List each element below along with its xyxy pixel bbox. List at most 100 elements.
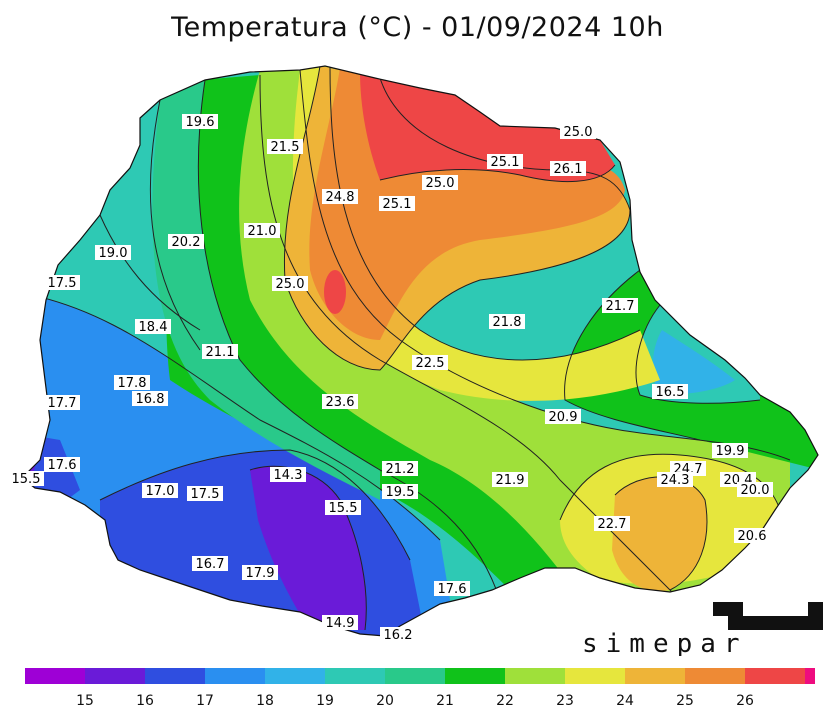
legend-swatch bbox=[265, 668, 325, 684]
isotherm-label: 19.6 bbox=[182, 114, 218, 130]
isotherm-label: 16.5 bbox=[652, 384, 688, 400]
isotherm-label: 20.6 bbox=[734, 528, 770, 544]
isotherm-value: 14.3 bbox=[274, 468, 303, 483]
isotherm-label: 24.8 bbox=[322, 189, 358, 205]
isotherm-value: 25.0 bbox=[564, 125, 593, 140]
isotherm-label: 16.2 bbox=[380, 627, 416, 643]
isotherm-value: 17.0 bbox=[146, 484, 175, 499]
legend-swatch bbox=[565, 668, 625, 684]
isotherm-label: 25.0 bbox=[422, 175, 458, 191]
legend-swatch bbox=[445, 668, 505, 684]
simepar-logo: simepar bbox=[582, 602, 823, 656]
isotherm-label: 24.3 bbox=[657, 472, 693, 488]
isotherm-value: 17.9 bbox=[246, 566, 275, 581]
isotherm-value: 21.0 bbox=[248, 224, 277, 239]
isotherm-value: 15.5 bbox=[12, 472, 41, 487]
isotherm-label: 25.0 bbox=[560, 124, 596, 140]
legend-swatch bbox=[385, 668, 445, 684]
isotherm-lines bbox=[22, 66, 791, 631]
legend-swatch bbox=[85, 668, 145, 684]
isotherm-value: 19.9 bbox=[716, 444, 745, 459]
isotherm-value: 21.1 bbox=[206, 345, 235, 360]
isotherm-label: 22.7 bbox=[594, 516, 630, 532]
isotherm-value: 17.5 bbox=[191, 487, 220, 502]
isotherm-label: 21.1 bbox=[202, 344, 238, 360]
isotherm-label: 16.7 bbox=[192, 556, 228, 572]
isotherm-label: 20.9 bbox=[545, 409, 581, 425]
isotherm-label: 21.5 bbox=[267, 139, 303, 155]
isotherm-label: 23.6 bbox=[322, 394, 358, 410]
isotherm-label: 20.0 bbox=[737, 482, 773, 498]
isotherm-label: 21.7 bbox=[602, 298, 638, 314]
isotherm-value: 21.5 bbox=[271, 140, 300, 155]
isotherm-label: 17.5 bbox=[44, 275, 80, 291]
temperature-map: 19.6 21.5 25.0 25.1 26.1 24.8 25.1 25.0 21.0 20.2… bbox=[8, 65, 819, 643]
legend-swatch bbox=[25, 668, 85, 684]
legend-tick-label: 15 bbox=[76, 693, 94, 709]
legend-swatch bbox=[745, 668, 805, 684]
isotherm-value: 17.7 bbox=[48, 396, 77, 411]
isotherm-value: 21.9 bbox=[496, 473, 525, 488]
isotherm-label: 19.5 bbox=[382, 484, 418, 500]
isotherm-value: 14.9 bbox=[326, 616, 355, 631]
isotherm-label: 18.4 bbox=[135, 319, 171, 335]
isotherm-value: 21.7 bbox=[606, 299, 635, 314]
legend-swatch bbox=[505, 668, 565, 684]
legend-tick-label: 18 bbox=[256, 693, 274, 709]
isotherm-value: 17.6 bbox=[48, 458, 77, 473]
isotherm-label: 14.9 bbox=[322, 615, 358, 631]
color-legend: 15 16 17 18 19 20 21 22 23 24 25 26 bbox=[25, 668, 815, 709]
isotherm-value: 26.1 bbox=[554, 162, 583, 177]
isotherm-value: 19.5 bbox=[386, 485, 415, 500]
brand-wordmark: simepar bbox=[582, 629, 748, 656]
isotherm-value: 17.6 bbox=[438, 582, 467, 597]
legend-tick-label: 26 bbox=[736, 693, 754, 709]
legend-tick-label: 24 bbox=[616, 693, 634, 709]
isotherm-label: 19.9 bbox=[712, 443, 748, 459]
isotherm-label: 21.2 bbox=[382, 461, 418, 477]
legend-tick-label: 21 bbox=[436, 693, 454, 709]
isotherm-value: 25.1 bbox=[383, 197, 412, 212]
isotherm-value: 22.5 bbox=[416, 356, 445, 371]
isotherm-value: 17.5 bbox=[48, 276, 77, 291]
isotherm-value: 20.9 bbox=[549, 410, 578, 425]
legend-ticks: 15 16 17 18 19 20 21 22 23 24 25 26 bbox=[76, 693, 754, 709]
isotherm-value: 16.5 bbox=[656, 385, 685, 400]
isotherm-value: 18.4 bbox=[139, 320, 168, 335]
isotherm-label: 14.3 bbox=[270, 467, 306, 483]
isotherm-label: 22.5 bbox=[412, 355, 448, 371]
isotherm-label: 15.5 bbox=[8, 471, 44, 487]
map-title: Temperatura (°C) - 01/09/2024 10h bbox=[171, 12, 664, 43]
legend-swatch bbox=[625, 668, 685, 684]
legend-tick-label: 20 bbox=[376, 693, 394, 709]
isotherm-value: 17.8 bbox=[118, 376, 147, 391]
legend-tick-label: 23 bbox=[556, 693, 574, 709]
isotherm-label: 17.0 bbox=[142, 483, 178, 499]
legend-bars bbox=[25, 668, 815, 684]
isotherm-value: 16.8 bbox=[136, 392, 165, 407]
isotherm-value: 19.0 bbox=[99, 246, 128, 261]
isotherm-value: 22.7 bbox=[598, 517, 627, 532]
isotherm-label: 17.6 bbox=[434, 581, 470, 597]
isotherm-label: 17.5 bbox=[187, 486, 223, 502]
isotherm-value: 23.6 bbox=[326, 395, 355, 410]
isotherm-label: 21.9 bbox=[492, 472, 528, 488]
isotherm-label: 16.8 bbox=[132, 391, 168, 407]
isotherm-label: 21.0 bbox=[244, 223, 280, 239]
legend-swatch bbox=[145, 668, 205, 684]
temperature-fill bbox=[22, 66, 818, 636]
legend-tick-label: 25 bbox=[676, 693, 694, 709]
isotherm-label: 25.0 bbox=[272, 276, 308, 292]
isotherm-label: 17.6 bbox=[44, 457, 80, 473]
legend-swatch bbox=[805, 668, 815, 684]
isotherm-value: 25.0 bbox=[426, 176, 455, 191]
isotherm-value: 24.3 bbox=[661, 473, 690, 488]
isotherm-value: 19.6 bbox=[186, 115, 215, 130]
isotherm-value: 21.8 bbox=[493, 315, 522, 330]
isotherm-value: 25.0 bbox=[276, 277, 305, 292]
legend-swatch bbox=[205, 668, 265, 684]
isotherm-label: 21.8 bbox=[489, 314, 525, 330]
isotherm-label: 20.2 bbox=[168, 234, 204, 250]
legend-tick-label: 22 bbox=[496, 693, 514, 709]
isotherm-label: 19.0 bbox=[95, 245, 131, 261]
